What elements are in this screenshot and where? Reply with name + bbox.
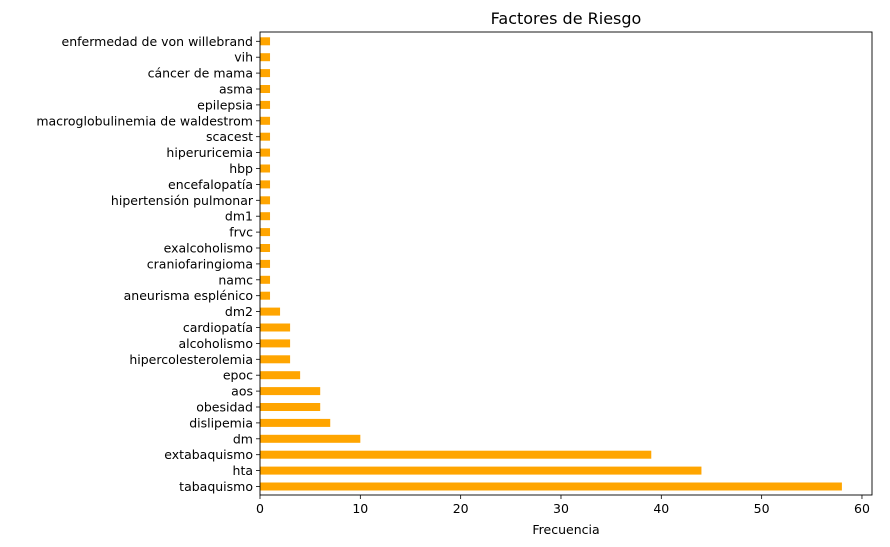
bar (260, 466, 702, 475)
bar (260, 180, 271, 189)
x-axis-ticks: 0 10 20 30 40 50 60 (256, 495, 870, 516)
bar (260, 85, 271, 93)
x-tick-label: 10 (352, 501, 368, 516)
y-tick-label: hbp (229, 161, 253, 176)
y-tick-label: hta (233, 463, 253, 478)
bar (260, 434, 361, 443)
x-tick-label: 60 (854, 501, 870, 516)
x-tick-label: 40 (653, 501, 669, 516)
y-tick-label: scacest (206, 129, 253, 144)
bar (260, 228, 271, 237)
bar (260, 53, 271, 62)
bar (260, 69, 271, 78)
y-tick-label: craniofaringioma (147, 256, 253, 271)
y-tick-label: exalcoholismo (164, 241, 253, 256)
bar (260, 148, 271, 157)
bar (260, 291, 271, 300)
y-tick-label: enfermedad de von willebrand (62, 34, 253, 49)
bar (260, 259, 271, 268)
y-tick-label: cardiopatía (183, 320, 253, 335)
bar (260, 132, 271, 141)
bar (260, 307, 281, 316)
bar (260, 116, 271, 125)
y-tick-label: cáncer de mama (148, 66, 253, 81)
bar (260, 212, 271, 221)
y-tick-label: hipercolesterolemia (129, 352, 253, 367)
x-tick-label: 0 (256, 501, 264, 516)
y-tick-label: asma (219, 82, 253, 97)
y-tick-label: dm1 (225, 209, 253, 224)
y-tick-label: namc (218, 272, 253, 287)
bar (260, 403, 321, 411)
y-tick-label: encefalopatía (168, 177, 253, 192)
y-tick-label: macroglobulinemia de waldestrom (36, 113, 253, 128)
y-tick-label: aos (231, 384, 253, 399)
bars-group (260, 37, 842, 491)
y-tick-label: frvc (229, 225, 253, 240)
y-tick-label: epilepsia (197, 97, 253, 112)
y-tick-label: alcoholismo (178, 336, 253, 351)
y-tick-label: dm (233, 431, 253, 446)
bar (260, 323, 291, 332)
x-axis-label: Frecuencia (532, 522, 599, 537)
x-tick-label: 30 (553, 501, 569, 516)
y-tick-label: aneurisma esplénico (124, 288, 253, 303)
bar (260, 387, 321, 396)
bar (260, 244, 271, 252)
bar (260, 196, 271, 205)
bar (260, 100, 271, 109)
bar (260, 418, 331, 427)
y-tick-label: tabaquismo (179, 479, 253, 494)
bar (260, 450, 652, 459)
y-tick-label: hipertensión pulmonar (111, 193, 254, 208)
y-tick-label: obesidad (196, 400, 253, 415)
chart-title: Factores de Riesgo (491, 9, 642, 28)
bar (260, 275, 271, 284)
y-tick-label: extabaquismo (164, 447, 253, 462)
plot-frame (259, 31, 873, 496)
y-tick-label: hiperuricemia (166, 145, 253, 160)
bar (260, 164, 271, 173)
y-axis-ticks: tabaquismohtaextabaquismodmdislipemiaobe… (36, 34, 260, 494)
bar (260, 371, 301, 380)
x-tick-label: 50 (754, 501, 770, 516)
bar (260, 339, 291, 348)
y-tick-label: vih (234, 50, 253, 65)
bar (260, 37, 271, 46)
bar (260, 482, 842, 491)
y-tick-label: dislipemia (189, 415, 253, 430)
y-tick-label: epoc (223, 368, 253, 383)
bar (260, 355, 291, 364)
y-tick-label: dm2 (225, 304, 253, 319)
x-tick-label: 20 (453, 501, 469, 516)
